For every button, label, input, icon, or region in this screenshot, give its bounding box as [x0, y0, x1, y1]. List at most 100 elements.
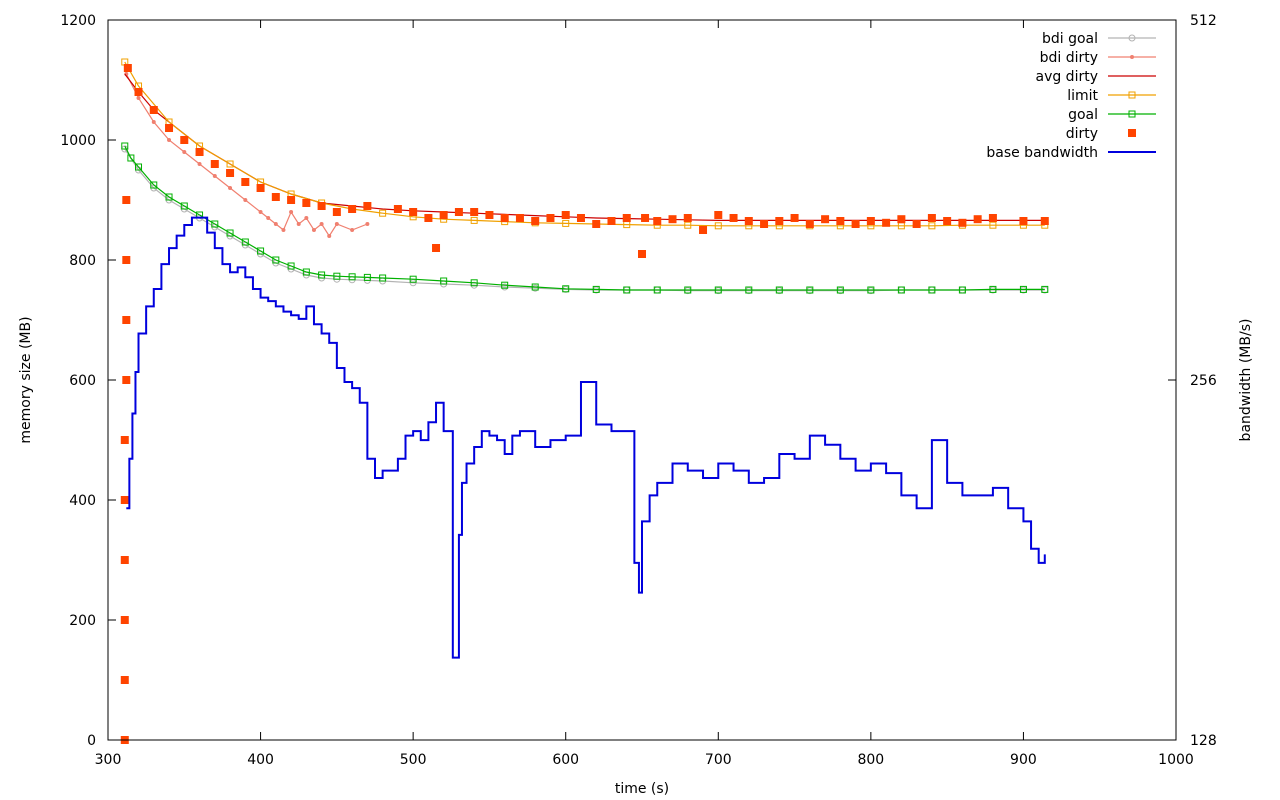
- data-point: [212, 174, 217, 178]
- data-point: [729, 214, 738, 222]
- data-point: [334, 222, 339, 226]
- legend-label: goal: [1068, 107, 1098, 123]
- data-point: [546, 214, 555, 222]
- data-point: [302, 199, 311, 207]
- data-point: [409, 275, 417, 283]
- data-point: [167, 138, 172, 142]
- data-point: [287, 196, 296, 204]
- data-point: [348, 205, 357, 213]
- data-point: [379, 274, 387, 282]
- data-point: [805, 220, 814, 228]
- legend-marker: [1128, 91, 1136, 99]
- y-tick-label: 0: [87, 733, 96, 749]
- data-point: [515, 214, 524, 222]
- data-point: [180, 202, 188, 210]
- tick-labels: 300 400 500 600 700 800 900 1000 0 200 400 600 800 10…: [60, 13, 1216, 768]
- data-point: [332, 208, 341, 216]
- data-point: [1019, 217, 1028, 225]
- data-point: [210, 160, 219, 168]
- data-point: [470, 279, 478, 287]
- y-tick-label: 800: [69, 253, 96, 269]
- data-point: [272, 256, 280, 264]
- data-point: [409, 208, 418, 216]
- data-point: [622, 214, 631, 222]
- series-line: [126, 216, 1046, 659]
- data-point: [266, 216, 271, 220]
- data-point: [287, 262, 295, 270]
- data-point: [683, 214, 692, 222]
- data-point: [851, 220, 860, 228]
- data-point: [121, 142, 129, 150]
- data-point: [122, 256, 131, 264]
- data-point: [120, 436, 129, 444]
- data-point: [714, 286, 722, 294]
- data-point: [257, 247, 265, 255]
- data-point: [806, 286, 814, 294]
- data-point: [180, 136, 189, 144]
- data-point: [500, 214, 509, 222]
- data-point: [333, 272, 341, 280]
- data-point: [745, 286, 753, 294]
- data-point: [744, 217, 753, 225]
- legend-label: dirty: [1066, 126, 1098, 142]
- legend-marker: [1128, 34, 1136, 42]
- data-point: [226, 160, 234, 168]
- data-point: [562, 285, 570, 293]
- series-avg-dirty: [124, 73, 1045, 221]
- data-point: [821, 215, 830, 224]
- data-point: [151, 120, 156, 124]
- x-tick-label: 500: [400, 752, 427, 768]
- data-point: [317, 202, 326, 210]
- data-point: [348, 273, 356, 281]
- data-point: [241, 178, 250, 186]
- data-point: [243, 198, 248, 202]
- legend-marker: [1130, 55, 1134, 59]
- data-point: [281, 228, 286, 232]
- x-tick-label: 1000: [1158, 752, 1194, 768]
- data-point: [182, 150, 187, 154]
- y-axis-label: memory size (MB): [18, 316, 34, 443]
- data-point: [866, 217, 875, 225]
- data-point: [120, 556, 129, 564]
- data-point: [684, 221, 692, 229]
- data-point: [197, 162, 202, 166]
- series-dirty: [120, 64, 1049, 744]
- data-point: [912, 220, 921, 228]
- data-point: [319, 222, 324, 226]
- y2-tick-label: 128: [1190, 733, 1217, 749]
- data-point: [638, 250, 646, 258]
- data-point: [592, 220, 601, 228]
- x-tick-label: 300: [95, 752, 122, 768]
- data-point: [714, 211, 723, 219]
- data-point: [165, 193, 173, 201]
- y-tick-label: 600: [69, 373, 96, 389]
- data-point: [775, 217, 784, 225]
- data-point: [958, 286, 966, 294]
- legend-label: limit: [1067, 88, 1098, 104]
- y-tick-label: 200: [69, 613, 96, 629]
- data-point: [562, 219, 570, 227]
- series-goal: [121, 142, 1049, 294]
- data-point: [836, 217, 845, 225]
- data-point: [123, 64, 132, 72]
- y2-tick-label: 256: [1190, 373, 1217, 389]
- legend-label: avg dirty: [1035, 69, 1098, 85]
- data-point: [561, 211, 570, 219]
- data-point: [304, 216, 309, 220]
- data-point: [226, 169, 235, 177]
- legend-label: bdi dirty: [1040, 50, 1098, 66]
- data-point: [120, 616, 129, 624]
- data-point: [432, 244, 441, 252]
- series-base-bandwidth: [126, 216, 1046, 659]
- data-point: [127, 154, 135, 162]
- data-point: [531, 217, 540, 225]
- data-point: [867, 286, 875, 294]
- data-point: [653, 286, 661, 294]
- data-point: [927, 214, 936, 222]
- data-point: [760, 220, 769, 228]
- data-point: [211, 220, 219, 228]
- y-tick-label: 1200: [60, 13, 96, 29]
- data-point: [228, 186, 233, 190]
- x-tick-label: 900: [1010, 752, 1037, 768]
- data-point: [714, 222, 722, 230]
